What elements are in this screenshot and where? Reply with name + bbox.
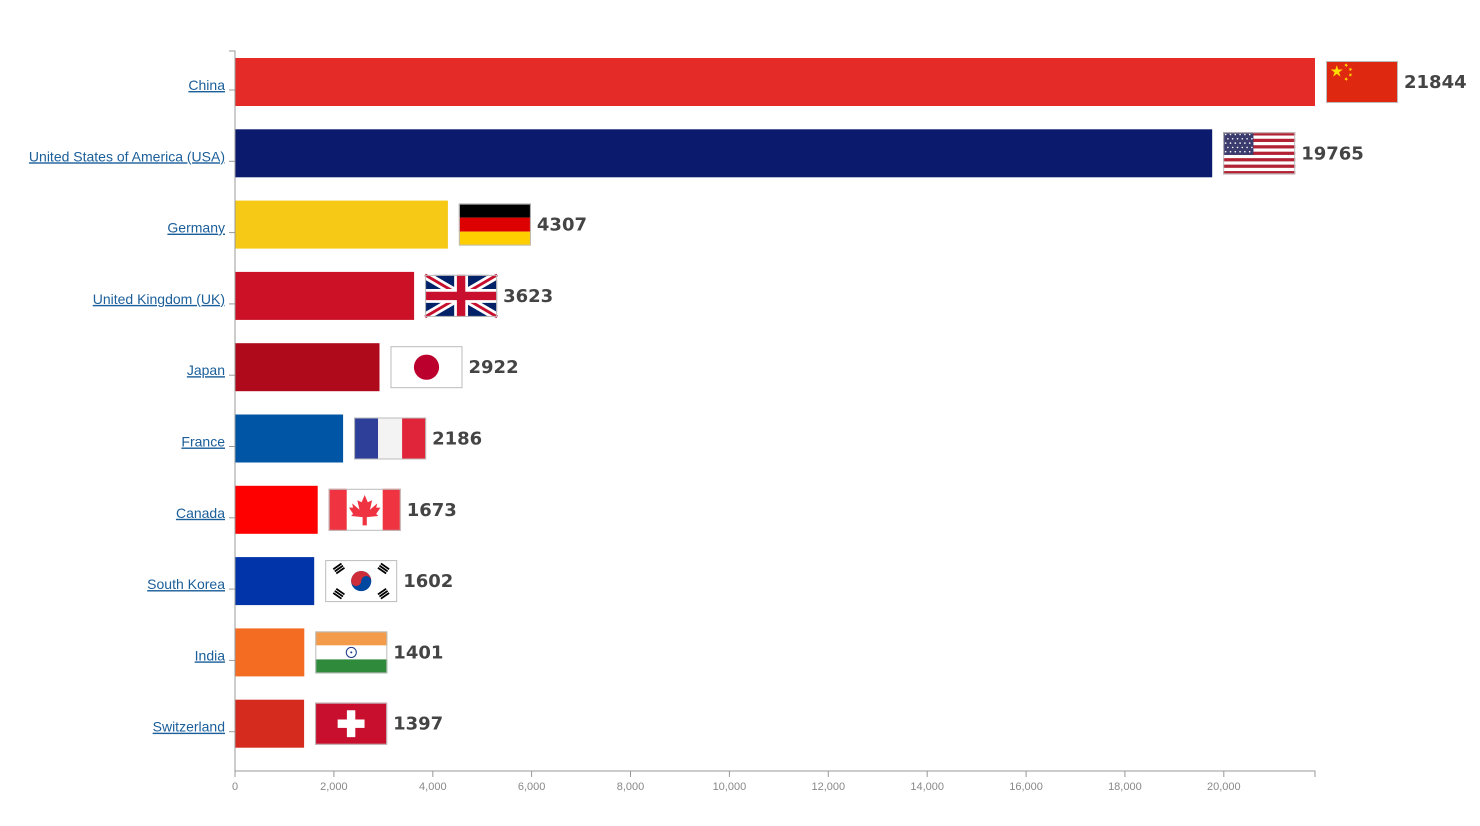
bar-8[interactable]	[235, 628, 305, 677]
japan-flag-icon	[390, 346, 463, 389]
value-label-2: 4307	[537, 215, 587, 236]
bar-2[interactable]	[235, 200, 448, 249]
x-tick-label-2: 4,000	[419, 781, 447, 793]
value-label-7: 1602	[403, 571, 453, 592]
x-tick-label-3: 6,000	[518, 781, 546, 793]
bar-9[interactable]	[235, 699, 305, 748]
value-label-1: 19765	[1301, 143, 1364, 164]
category-label-8[interactable]: India	[195, 647, 226, 663]
x-tick-label-5: 10,000	[713, 781, 747, 793]
category-label-2[interactable]: Germany	[167, 220, 225, 236]
canada-flag-icon	[328, 488, 401, 531]
x-tick-label-8: 16,000	[1009, 781, 1043, 793]
value-label-9: 1397	[393, 714, 443, 735]
category-label-0[interactable]: China	[188, 77, 225, 93]
india-flag-icon	[315, 631, 388, 674]
category-label-4[interactable]: Japan	[187, 362, 225, 378]
value-label-0: 21844	[1404, 72, 1467, 93]
labels-layer: 21844 China 19765 United States of America …	[29, 72, 1467, 735]
france-flag-icon	[354, 417, 427, 460]
category-label-9[interactable]: Switzerland	[153, 719, 225, 735]
x-tick-label-7: 14,000	[910, 781, 944, 793]
category-label-5[interactable]: France	[181, 434, 225, 450]
x-tick-label-4: 8,000	[617, 781, 645, 793]
bar-1[interactable]	[235, 129, 1213, 178]
bars-layer	[235, 58, 1315, 748]
bar-3[interactable]	[235, 271, 415, 320]
bar-7[interactable]	[235, 557, 315, 606]
bar-6[interactable]	[235, 485, 318, 534]
axes-layer: 0 2,000 4,000 6,000 8,000 10,000 12,000 14,000 1…	[229, 50, 1316, 793]
value-label-6: 1673	[407, 500, 457, 521]
usa-flag-icon	[1223, 132, 1296, 175]
bar-4[interactable]	[235, 343, 380, 392]
y-axis-line	[229, 50, 236, 771]
bar-5[interactable]	[235, 414, 344, 463]
china-flag-icon	[1326, 61, 1398, 103]
category-label-1[interactable]: United States of America (USA)	[29, 148, 225, 164]
value-label-3: 3623	[503, 286, 553, 307]
value-label-8: 1401	[393, 642, 443, 663]
value-label-4: 2922	[469, 357, 519, 378]
x-tick-label-9: 18,000	[1108, 781, 1142, 793]
x-tick-label-6: 12,000	[811, 781, 845, 793]
bar-0[interactable]	[235, 58, 1315, 106]
uk-flag-icon	[422, 271, 500, 321]
value-label-5: 2186	[432, 429, 482, 450]
x-tick-label-0: 0	[232, 781, 238, 793]
germany-flag-icon	[458, 203, 531, 246]
x-tick-label-10: 20,000	[1207, 781, 1241, 793]
x-axis-line	[234, 770, 1316, 777]
flags-layer	[315, 61, 1398, 745]
south-korea-flag-icon	[325, 560, 398, 603]
switzerland-flag-icon	[315, 702, 388, 745]
x-tick-label-1: 2,000	[320, 781, 348, 793]
category-label-3[interactable]: United Kingdom (UK)	[93, 291, 225, 307]
category-label-6[interactable]: Canada	[176, 505, 225, 521]
category-label-7[interactable]: South Korea	[147, 576, 225, 592]
